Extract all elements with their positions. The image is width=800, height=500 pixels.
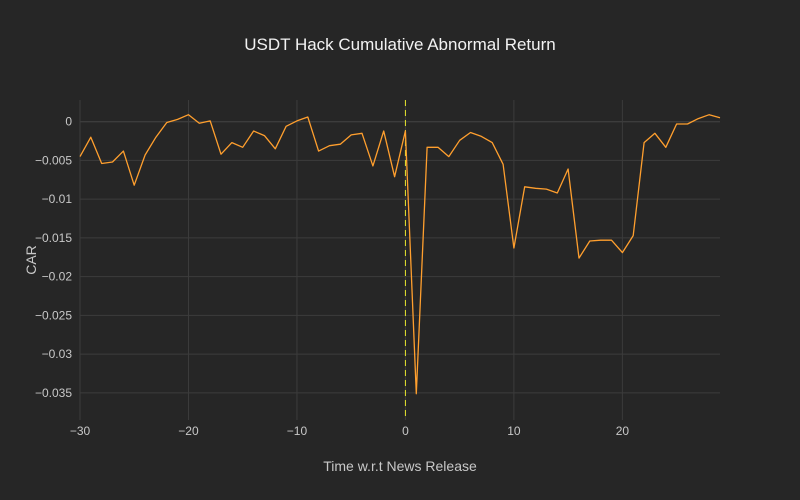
y-tick-label: −0.015 — [35, 231, 72, 245]
y-axis-label: CAR — [23, 245, 39, 275]
y-tick-label: −0.03 — [42, 347, 73, 361]
chart-title: USDT Hack Cumulative Abnormal Return — [244, 35, 555, 54]
y-tick-label: −0.02 — [42, 270, 73, 284]
grid-layer — [79, 100, 720, 420]
y-tick-label: 0 — [65, 115, 72, 129]
x-tick-label: −30 — [70, 424, 91, 438]
x-tick-label: 20 — [616, 424, 630, 438]
y-tick-label: −0.005 — [35, 153, 72, 167]
car-series-line — [79, 114, 721, 395]
x-tick-layer: −30 −20 −10 0 10 20 — [70, 424, 630, 438]
x-tick-label: −20 — [178, 424, 199, 438]
x-axis-label: Time w.r.t News Release — [323, 458, 477, 474]
x-tick-label: 10 — [507, 424, 521, 438]
y-tick-layer: 0 −0.005 −0.01 −0.015 −0.02 −0.025 −0.03 −0.035 — [35, 115, 72, 400]
y-tick-label: −0.025 — [35, 308, 72, 322]
series-layer — [79, 114, 721, 395]
x-tick-label: −10 — [287, 424, 308, 438]
y-tick-label: −0.035 — [35, 386, 72, 400]
x-tick-label: 0 — [402, 424, 409, 438]
y-tick-label: −0.01 — [42, 192, 73, 206]
